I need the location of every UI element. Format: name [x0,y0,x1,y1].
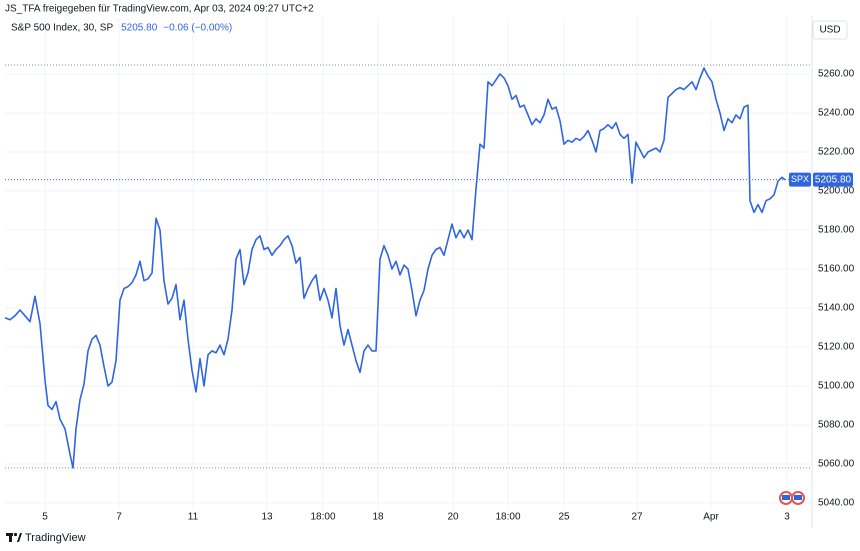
x-tick-label: 18:00 [310,512,335,523]
y-tick-label: 5100.00 [818,381,855,392]
y-tick-label: 5120.00 [818,342,855,353]
symbol-tag [789,172,811,187]
y-tick-label: 5220.00 [818,147,855,158]
brand-logo [6,532,22,542]
legend-price: 5205.80 [121,23,158,34]
y-tick-label: 5080.00 [818,420,855,431]
currency[interactable]: USD [819,25,840,36]
legend-change: −0.06 (−0.00%) [163,23,232,34]
y-tick-label: 5180.00 [818,225,855,236]
y-tick-label: 5040.00 [818,498,855,509]
x-tick-label: 25 [558,512,570,523]
x-tick-label: 27 [631,512,643,523]
y-tick-label: 5060.00 [818,459,855,470]
x-tick-label: Apr [703,512,719,523]
flags [779,491,805,505]
x-tick-label: 13 [261,512,273,523]
y-tick-label: 5260.00 [818,69,855,80]
x-tick-label: 11 [188,512,199,523]
grid [5,18,812,510]
y-tick-label: 5240.00 [818,108,855,119]
currency-box[interactable] [812,20,848,40]
y-tick-label: 5140.00 [818,303,855,314]
flag-icon [794,495,802,500]
logo-part [17,533,22,542]
x-tick-label: 7 [116,512,122,523]
x-tick-label: 18 [372,512,384,523]
x-tick-label: 20 [447,512,459,523]
logo-part [9,533,12,542]
x-tick-label: 3 [784,512,790,523]
price-line-series [4,67,786,469]
x-tick-label: 18:00 [495,512,520,523]
brand: TradingView [25,532,86,544]
header: JS_TFA freigegeben für TradingView.com, … [5,4,314,15]
x-tick-label: 5 [42,512,48,523]
logo-part [13,532,18,537]
legend-name[interactable]: S&P 500 Index, 30, SP [11,23,113,34]
y-tick-label: 5200.00 [818,186,855,197]
flag-icon [782,495,790,500]
symbol-tag-label: SPX [791,174,809,184]
price-tag [813,172,853,187]
price-tag-label: 5205.80 [815,174,852,185]
y-tick-label: 5160.00 [818,264,855,275]
